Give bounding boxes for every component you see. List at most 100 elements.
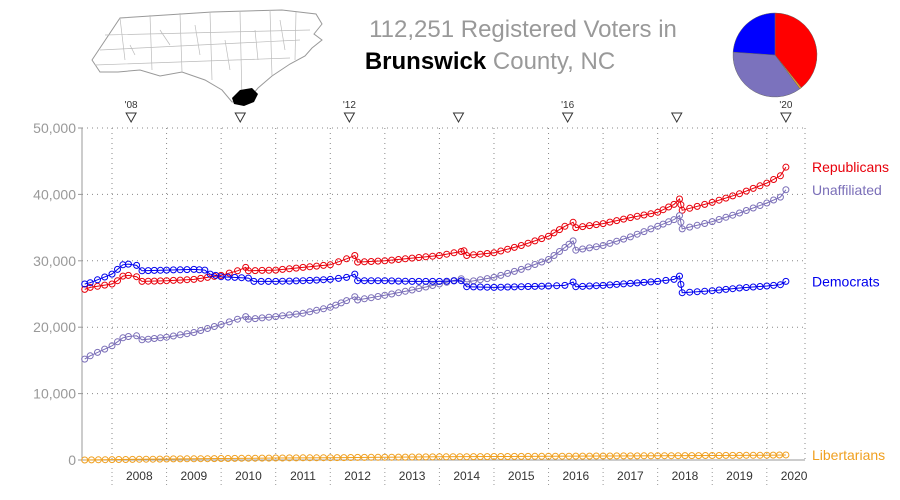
- series-point-republicans: [169, 276, 177, 284]
- series-point-republicans: [550, 229, 558, 237]
- series-point-republicans: [108, 280, 116, 288]
- series-point-democrats: [457, 277, 465, 285]
- election-triangle: [343, 112, 356, 124]
- series-point-libertarians: [354, 453, 362, 461]
- series-point-libertarians: [442, 453, 450, 461]
- series-point-unaffiliated: [756, 202, 764, 209]
- series-point-libertarians: [88, 456, 95, 464]
- series-unaffiliated: [81, 186, 790, 363]
- series-point-democrats: [354, 277, 362, 285]
- series-point-libertarians: [292, 454, 300, 462]
- series-point-democrats: [169, 266, 177, 274]
- series-point-democrats: [114, 265, 121, 273]
- series-point-libertarians: [647, 452, 655, 460]
- series-point-democrats: [335, 274, 342, 282]
- series-point-unaffiliated: [633, 230, 641, 238]
- series-point-democrats: [763, 282, 771, 290]
- series-point-republicans: [763, 179, 771, 187]
- y-tick-label: 10,000: [33, 386, 76, 402]
- series-point-unaffiliated: [579, 245, 587, 253]
- series-libertarians: [81, 451, 790, 464]
- election-markers: '08 '12 '16 '20: [125, 100, 793, 124]
- series-point-libertarians: [606, 452, 614, 460]
- series-point-unaffiliated: [292, 310, 300, 318]
- series-point-republicans: [285, 265, 293, 273]
- series-point-unaffiliated: [354, 296, 362, 304]
- series-point-republicans: [443, 250, 451, 258]
- series-point-libertarians: [463, 453, 471, 461]
- series-point-republicans: [782, 163, 790, 171]
- series-point-democrats: [279, 277, 286, 285]
- series-point-democrats: [662, 276, 670, 284]
- series-point-democrats: [701, 287, 709, 295]
- series-point-libertarians: [592, 452, 600, 460]
- series-point-unaffiliated: [620, 235, 628, 243]
- series-point-republicans: [351, 252, 359, 259]
- series-point-republicans: [670, 200, 678, 208]
- series-point-libertarians: [558, 452, 566, 460]
- series-point-republicans: [335, 258, 342, 266]
- series-point-unaffiliated: [285, 311, 293, 319]
- series-point-libertarians: [333, 454, 341, 462]
- series-point-libertarians: [210, 455, 218, 463]
- series-point-republicans: [133, 273, 141, 281]
- series-point-democrats: [401, 277, 409, 285]
- series-point-libertarians: [231, 454, 239, 462]
- series-point-unaffiliated: [592, 243, 600, 251]
- series-point-libertarians: [715, 452, 723, 459]
- series-point-democrats: [490, 283, 498, 291]
- series-point-democrats: [483, 283, 491, 291]
- series-point-unaffiliated: [742, 207, 750, 214]
- series-point-unaffiliated: [360, 295, 368, 303]
- series-point-libertarians: [299, 454, 307, 462]
- series-point-republicans: [538, 235, 546, 243]
- series-point-libertarians: [340, 454, 348, 462]
- series-label-unaffiliated: Unaffiliated: [812, 182, 882, 198]
- series-point-democrats: [586, 282, 593, 290]
- series-point-unaffiliated: [701, 220, 709, 227]
- series-point-republicans: [360, 258, 368, 266]
- series-point-unaffiliated: [538, 258, 546, 266]
- series-point-republicans: [504, 245, 512, 253]
- series-point-unaffiliated: [556, 248, 563, 255]
- series-point-libertarians: [367, 453, 375, 461]
- series-point-republicans: [524, 239, 532, 247]
- series-point-unaffiliated: [729, 211, 737, 219]
- series-point-republicans: [124, 271, 132, 279]
- series-point-libertarians: [129, 455, 136, 463]
- series-point-republicans: [722, 194, 730, 202]
- series-point-libertarians: [320, 454, 327, 462]
- x-tick-label: 2011: [290, 469, 316, 483]
- series-point-unaffiliated: [429, 282, 437, 289]
- series-point-republicans: [450, 249, 458, 257]
- series-point-democrats: [285, 277, 293, 285]
- series-point-libertarians: [81, 456, 89, 464]
- series-point-libertarians: [599, 452, 607, 460]
- series-point-republicans: [545, 232, 552, 240]
- series-point-democrats: [435, 277, 443, 285]
- series-point-democrats: [190, 265, 198, 273]
- series-point-unaffiliated: [613, 237, 621, 245]
- x-tick-label: 2015: [508, 469, 535, 483]
- series-point-democrats: [626, 279, 634, 287]
- series-point-libertarians: [169, 455, 177, 463]
- series-point-libertarians: [415, 453, 423, 461]
- series-point-democrats: [231, 273, 239, 281]
- x-tick-label: 2012: [344, 469, 371, 483]
- series-point-unaffiliated: [504, 269, 512, 277]
- series-point-unaffiliated: [401, 287, 409, 295]
- series-point-democrats: [443, 277, 451, 285]
- series-point-democrats: [463, 283, 471, 291]
- series-point-unaffiliated: [204, 325, 211, 332]
- y-tick-label: 0: [68, 452, 76, 468]
- series-point-unaffiliated: [279, 312, 286, 320]
- series-point-unaffiliated: [550, 252, 558, 259]
- series-point-republicans: [463, 252, 471, 259]
- series-point-libertarians: [94, 456, 102, 464]
- series-point-republicans: [163, 277, 171, 285]
- series-point-libertarians: [244, 454, 252, 462]
- series-point-unaffiliated: [647, 225, 655, 233]
- series-point-democrats: [86, 279, 94, 287]
- series-point-democrats: [729, 285, 737, 293]
- series-point-libertarians: [449, 453, 457, 461]
